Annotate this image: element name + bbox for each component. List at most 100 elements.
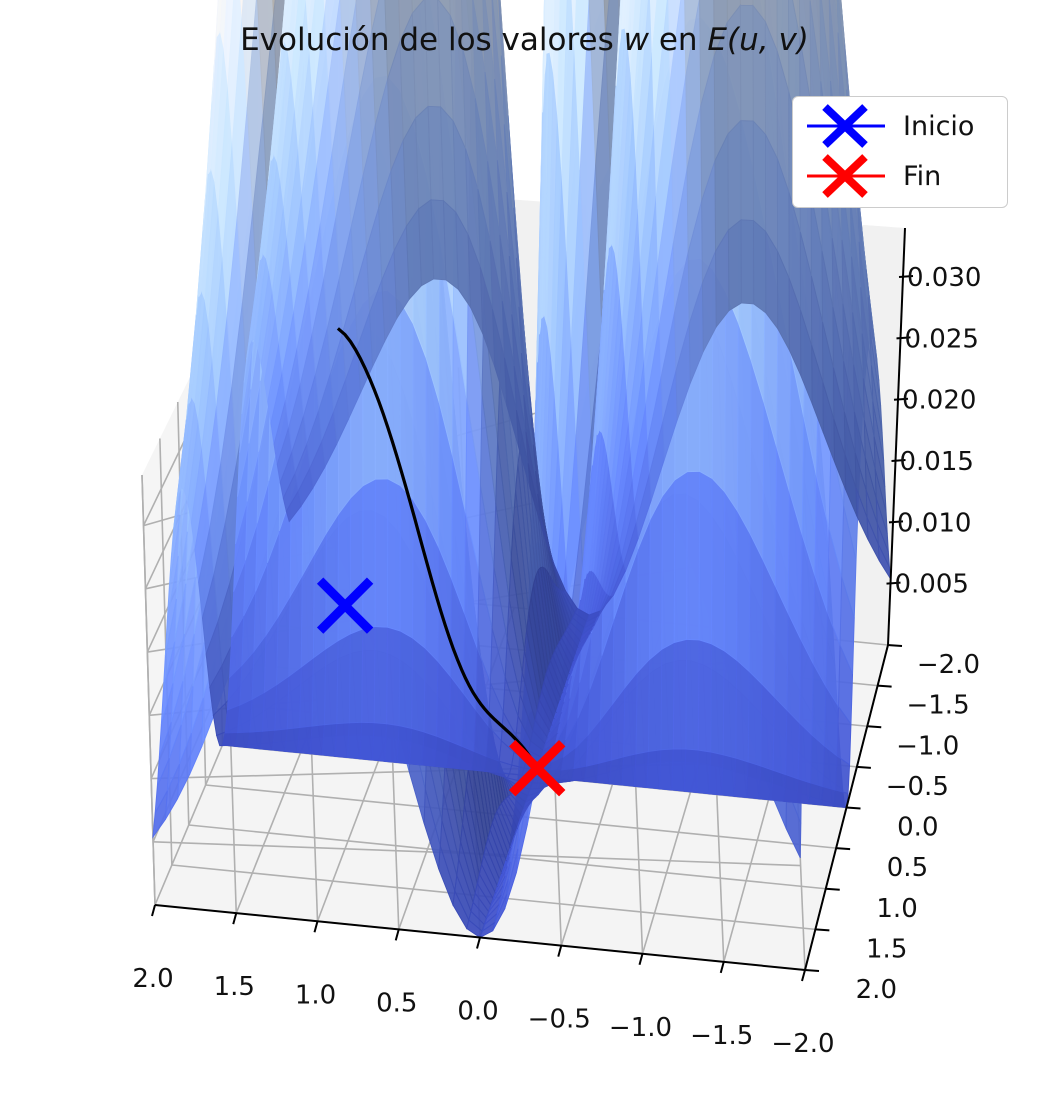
surface-patch (672, 638, 688, 750)
surface-patch (371, 722, 388, 762)
z-tick-label: 0.010 (897, 508, 971, 538)
y-tick-label: −2.0 (917, 650, 980, 680)
surface-patch (608, 756, 625, 786)
surface-patch (671, 748, 687, 792)
surface-patch (685, 638, 700, 751)
legend: Inicio Fin (792, 96, 1008, 208)
surface-patch (336, 633, 351, 725)
legend-label-fin: Fin (903, 161, 942, 192)
y-tick-label: 0.5 (887, 853, 928, 883)
surface-patch (723, 490, 738, 661)
x-tick-mark (313, 920, 319, 933)
y-tick-label: 1.5 (866, 934, 907, 964)
y-tick-label: 2.0 (856, 975, 897, 1005)
surface-patch (649, 495, 663, 661)
x-tick-label: −1.0 (609, 1013, 672, 1043)
surface-patch (739, 0, 754, 7)
surface-patch (647, 648, 663, 753)
surface-patch (708, 751, 724, 796)
surface-patch (740, 120, 754, 222)
surface-patch (646, 749, 662, 790)
title-func: E (707, 22, 728, 58)
surface-patch (746, 761, 762, 800)
surface-patch (721, 754, 737, 797)
z-axis-ticks: 0.005 0.010 0.015 0.020 0.025 0.030 (886, 263, 981, 600)
y-tick-mark (815, 928, 830, 932)
surface-patch (337, 496, 352, 642)
surface-patch (711, 477, 726, 652)
x-tick-mark (719, 961, 725, 974)
surface-patch (753, 219, 767, 314)
surface-patch (323, 639, 339, 726)
surface-patch (374, 478, 389, 628)
path-layer (316, 327, 566, 797)
surface-patch (696, 749, 712, 795)
surface-patch (373, 626, 388, 725)
z-tick-mark (891, 459, 906, 463)
surface-patch (661, 478, 676, 651)
surface-patch (733, 757, 749, 798)
surface-patch (772, 695, 788, 776)
surface-patch (411, 637, 426, 733)
z-tick-mark (898, 275, 914, 279)
y-tick-label: −1.5 (906, 691, 969, 721)
surface-patch (621, 753, 637, 787)
y-tick-mark (887, 644, 903, 647)
surface-patch (683, 748, 699, 793)
surface-patch (421, 731, 438, 767)
surface-patch (722, 649, 738, 759)
x-tick-mark (638, 953, 644, 966)
z-tick-label: 0.015 (900, 447, 974, 477)
z-tick-mark (896, 336, 911, 340)
y-tick-label: 0.0 (897, 813, 938, 843)
surface-patch (727, 218, 742, 312)
end-marker-icon (509, 740, 566, 797)
y-axis-ticks: −2.0 −1.5 −1.0 −0.5 0.0 0.5 1.0 1.5 2.0 (804, 644, 980, 1005)
surface-patch (386, 626, 401, 727)
surface-patch (398, 630, 414, 729)
surface-patch (747, 670, 763, 767)
y-tick-mark (856, 765, 871, 769)
x-tick-label: 0.0 (457, 997, 498, 1027)
x-tick-label: −0.5 (528, 1005, 591, 1035)
legend-item-inicio: Inicio (793, 101, 1007, 151)
surface-patch (409, 727, 425, 766)
x-tick-label: −2.0 (771, 1029, 834, 1059)
surface-patch (361, 626, 376, 724)
y-tick-label: −1.0 (896, 731, 959, 761)
surface-patch (311, 648, 327, 727)
x-tick-label: 2.0 (132, 964, 173, 994)
surface-patch (334, 722, 350, 758)
z-tick-label: 0.025 (905, 324, 979, 354)
z-axis-line (887, 227, 906, 646)
surface-patch (724, 291, 739, 513)
y-tick-mark (877, 684, 892, 688)
title-var: w (623, 22, 649, 58)
surface-patch (758, 765, 774, 801)
surface-patch (635, 658, 650, 755)
z-tick-label: 0.030 (907, 263, 981, 293)
x-tick-mark (151, 904, 156, 917)
descent-path (336, 327, 539, 770)
y-tick-mark (825, 887, 840, 891)
y-tick-label: −0.5 (886, 772, 949, 802)
z-tick-mark (888, 520, 904, 524)
surface-patch (686, 470, 701, 641)
legend-label-inicio: Inicio (903, 111, 975, 142)
surface-patch (658, 748, 674, 791)
surface-patch (783, 773, 799, 803)
y-tick-label: 1.0 (876, 894, 917, 924)
x-tick-label: 1.5 (214, 972, 255, 1002)
x-axis-ticks: 2.0 1.5 1.0 0.5 0.0 −0.5 −1.0 −1.5 −2.0 (132, 904, 835, 1059)
surface-patch (673, 470, 688, 644)
x-tick-mark (557, 945, 563, 957)
title-prefix: Evolución de los valores (240, 22, 624, 58)
start-marker-icon (316, 577, 374, 634)
surface-patch (752, 119, 767, 233)
surface-patch (299, 656, 314, 729)
title-args: (u, v) (727, 22, 809, 58)
title-middle: en (648, 22, 708, 58)
legend-marker-fin-icon (807, 154, 885, 198)
surface-patch (771, 769, 787, 802)
surface-patch (362, 478, 376, 630)
